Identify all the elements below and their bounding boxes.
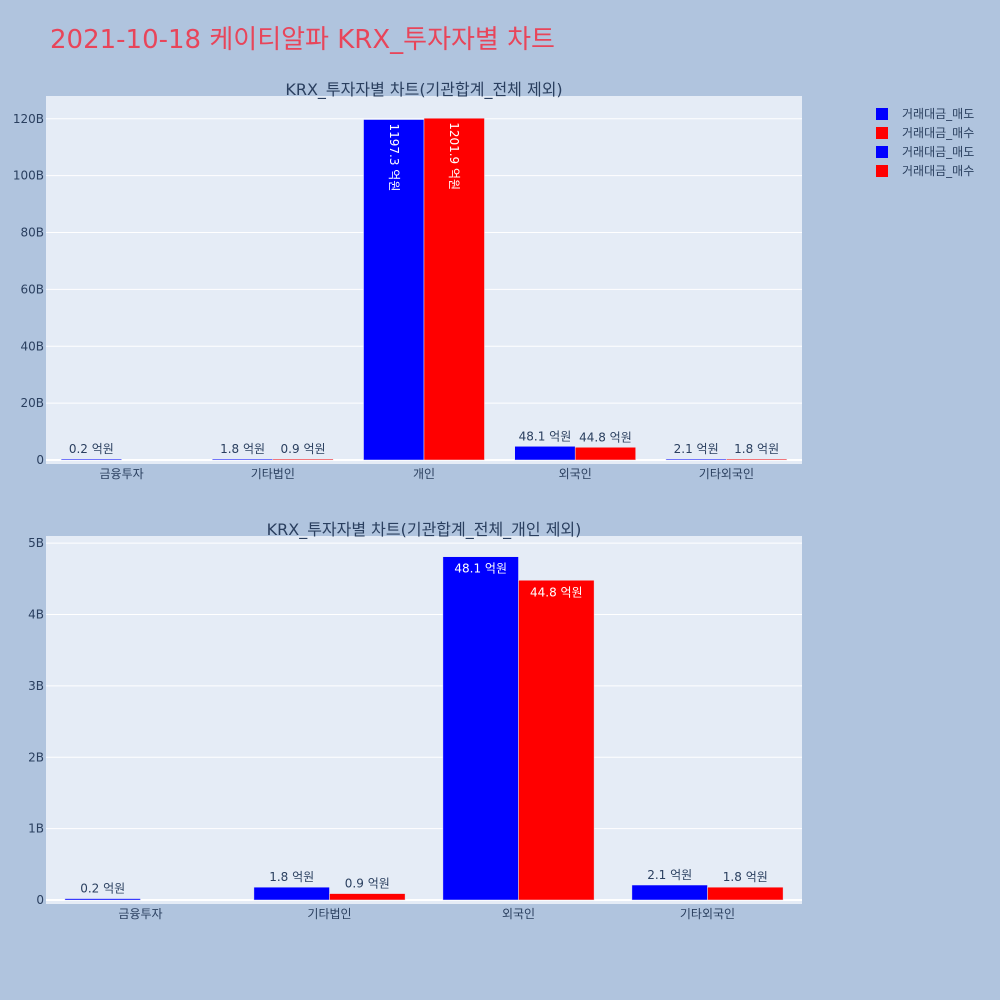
x-tick-label: 외국인	[559, 467, 592, 481]
bar[interactable]	[423, 117, 485, 461]
legend-label: 거래대금_매수	[902, 164, 974, 178]
legend-swatch	[876, 127, 888, 139]
data-label: 44.8 억원	[530, 585, 583, 599]
legend-label: 거래대금_매도	[902, 145, 974, 159]
data-label: 0.2 억원	[80, 882, 125, 896]
data-label: 44.8 억원	[579, 430, 632, 444]
bar[interactable]	[518, 580, 595, 901]
y-tick-label: 1B	[28, 822, 44, 836]
chart-top: 0 20B 40B 60B 80B 100B 120B KRX_투자자별 차트(기관합계_전체…	[13, 80, 802, 481]
x-tick-label: 기타외국인	[680, 907, 735, 921]
y-tick-label: 2B	[28, 750, 44, 764]
plot-area	[46, 536, 802, 904]
y-tick-label: 60B	[20, 282, 44, 296]
bar[interactable]	[514, 446, 576, 461]
bar[interactable]	[60, 458, 122, 461]
bar[interactable]	[631, 884, 708, 901]
data-label: 0.9 억원	[281, 442, 326, 456]
data-label: 1197.3 억원	[387, 124, 401, 192]
x-tick-label: 기타법인	[251, 467, 295, 481]
x-tick-label: 개인	[413, 467, 435, 481]
bar[interactable]	[212, 458, 274, 461]
y-tick-label: 3B	[28, 679, 44, 693]
data-label: 2.1 억원	[647, 868, 692, 882]
legend-swatch	[876, 165, 888, 177]
y-tick-label: 20B	[20, 396, 44, 410]
chart-title: KRX_투자자별 차트(기관합계_전체 제외)	[285, 80, 562, 100]
data-label: 1201.9 억원	[447, 122, 461, 190]
y-tick-label: 0	[36, 893, 44, 907]
figure-title: 2021-10-18 케이티알파 KRX_투자자별 차트	[50, 25, 555, 55]
data-label: 0.9 억원	[345, 877, 390, 891]
data-label: 1.8 억원	[734, 442, 779, 456]
bar[interactable]	[272, 458, 334, 461]
legend-item[interactable]: 거래대금_매도	[876, 145, 974, 159]
x-tick-label: 금융투자	[118, 907, 162, 921]
legend-item[interactable]: 거래대금_매도	[876, 107, 974, 121]
bar[interactable]	[64, 898, 141, 901]
y-tick-label: 100B	[13, 169, 44, 183]
chart-bottom: 0 1B 2B 3B 4B 5B KRX_투자자별 차트(기관합계_전체_개인 제외) 금융투…	[28, 520, 802, 921]
legend-label: 거래대금_매도	[902, 107, 974, 121]
y-tick-label: 4B	[28, 608, 44, 622]
x-tick-label: 기타외국인	[699, 467, 754, 481]
data-label: 2.1 억원	[674, 442, 719, 456]
legend-swatch	[876, 108, 888, 120]
data-label: 48.1 억원	[454, 562, 507, 576]
bar[interactable]	[726, 458, 788, 461]
y-tick-label: 40B	[20, 339, 44, 353]
y-tick-label: 80B	[20, 226, 44, 240]
chart-title: KRX_투자자별 차트(기관합계_전체_개인 제외)	[267, 520, 582, 540]
bar[interactable]	[363, 119, 425, 461]
data-label: 1.8 억원	[269, 870, 314, 884]
bar[interactable]	[442, 556, 519, 901]
y-tick-label: 120B	[13, 112, 44, 126]
x-tick-label: 기타법인	[307, 907, 351, 921]
bar[interactable]	[329, 893, 406, 901]
bar[interactable]	[574, 447, 636, 461]
legend-swatch	[876, 146, 888, 158]
data-label: 1.8 억원	[723, 870, 768, 884]
bar[interactable]	[707, 886, 784, 901]
x-tick-label: 외국인	[502, 907, 535, 921]
data-label: 0.2 억원	[69, 442, 114, 456]
legend-label: 거래대금_매수	[902, 126, 974, 140]
bar[interactable]	[253, 886, 330, 901]
data-label: 48.1 억원	[519, 429, 572, 443]
legend-item[interactable]: 거래대금_매수	[876, 126, 974, 140]
y-tick-label: 5B	[28, 536, 44, 550]
x-tick-label: 금융투자	[100, 467, 144, 481]
y-tick-label: 0	[36, 453, 44, 467]
bar[interactable]	[665, 458, 727, 461]
legend-item[interactable]: 거래대금_매수	[876, 164, 974, 178]
data-label: 1.8 억원	[220, 442, 265, 456]
